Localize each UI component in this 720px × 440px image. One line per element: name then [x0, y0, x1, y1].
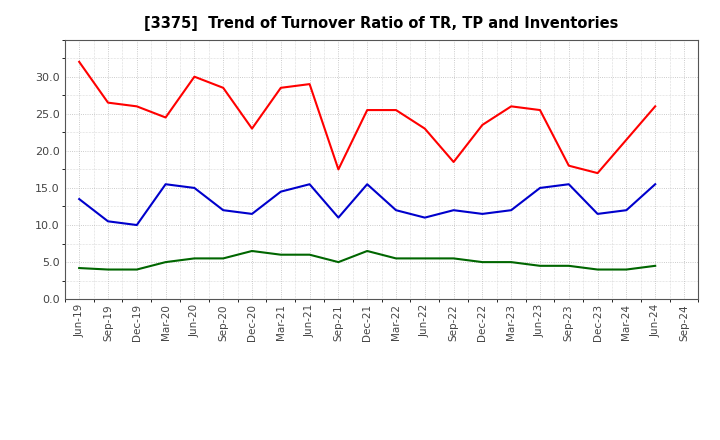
Trade Receivables: [305, 81, 314, 87]
Inventories: [190, 256, 199, 261]
Trade Payables: [622, 208, 631, 213]
Trade Receivables: [392, 107, 400, 113]
Trade Payables: [651, 182, 660, 187]
Trade Payables: [190, 185, 199, 191]
Trade Receivables: [132, 104, 141, 109]
Trade Payables: [276, 189, 285, 194]
Trade Payables: [75, 196, 84, 202]
Inventories: [305, 252, 314, 257]
Trade Receivables: [161, 115, 170, 120]
Trade Receivables: [219, 85, 228, 91]
Line: Trade Payables: Trade Payables: [79, 184, 655, 225]
Trade Receivables: [420, 126, 429, 131]
Trade Receivables: [190, 74, 199, 79]
Trade Receivables: [363, 107, 372, 113]
Trade Payables: [507, 208, 516, 213]
Trade Payables: [334, 215, 343, 220]
Inventories: [622, 267, 631, 272]
Trade Receivables: [593, 170, 602, 176]
Inventories: [132, 267, 141, 272]
Inventories: [420, 256, 429, 261]
Trade Receivables: [248, 126, 256, 131]
Trade Payables: [363, 182, 372, 187]
Inventories: [536, 263, 544, 268]
Trade Payables: [248, 211, 256, 216]
Trade Receivables: [507, 104, 516, 109]
Trade Payables: [161, 182, 170, 187]
Trade Receivables: [478, 122, 487, 128]
Inventories: [75, 265, 84, 271]
Trade Receivables: [622, 137, 631, 143]
Trade Receivables: [651, 104, 660, 109]
Trade Payables: [536, 185, 544, 191]
Title: [3375]  Trend of Turnover Ratio of TR, TP and Inventories: [3375] Trend of Turnover Ratio of TR, TP…: [145, 16, 618, 32]
Trade Receivables: [334, 167, 343, 172]
Trade Receivables: [75, 59, 84, 65]
Inventories: [363, 248, 372, 253]
Line: Trade Receivables: Trade Receivables: [79, 62, 655, 173]
Inventories: [564, 263, 573, 268]
Trade Payables: [392, 208, 400, 213]
Trade Receivables: [276, 85, 285, 91]
Trade Payables: [478, 211, 487, 216]
Inventories: [478, 260, 487, 265]
Inventories: [161, 260, 170, 265]
Inventories: [507, 260, 516, 265]
Inventories: [219, 256, 228, 261]
Inventories: [334, 260, 343, 265]
Trade Receivables: [449, 159, 458, 165]
Trade Payables: [305, 182, 314, 187]
Trade Payables: [420, 215, 429, 220]
Trade Payables: [132, 222, 141, 227]
Inventories: [392, 256, 400, 261]
Trade Receivables: [104, 100, 112, 105]
Inventories: [449, 256, 458, 261]
Trade Payables: [593, 211, 602, 216]
Trade Payables: [449, 208, 458, 213]
Inventories: [104, 267, 112, 272]
Inventories: [276, 252, 285, 257]
Inventories: [593, 267, 602, 272]
Trade Receivables: [564, 163, 573, 169]
Trade Payables: [564, 182, 573, 187]
Trade Payables: [219, 208, 228, 213]
Line: Inventories: Inventories: [79, 251, 655, 270]
Inventories: [248, 248, 256, 253]
Trade Payables: [104, 219, 112, 224]
Inventories: [651, 263, 660, 268]
Trade Receivables: [536, 107, 544, 113]
